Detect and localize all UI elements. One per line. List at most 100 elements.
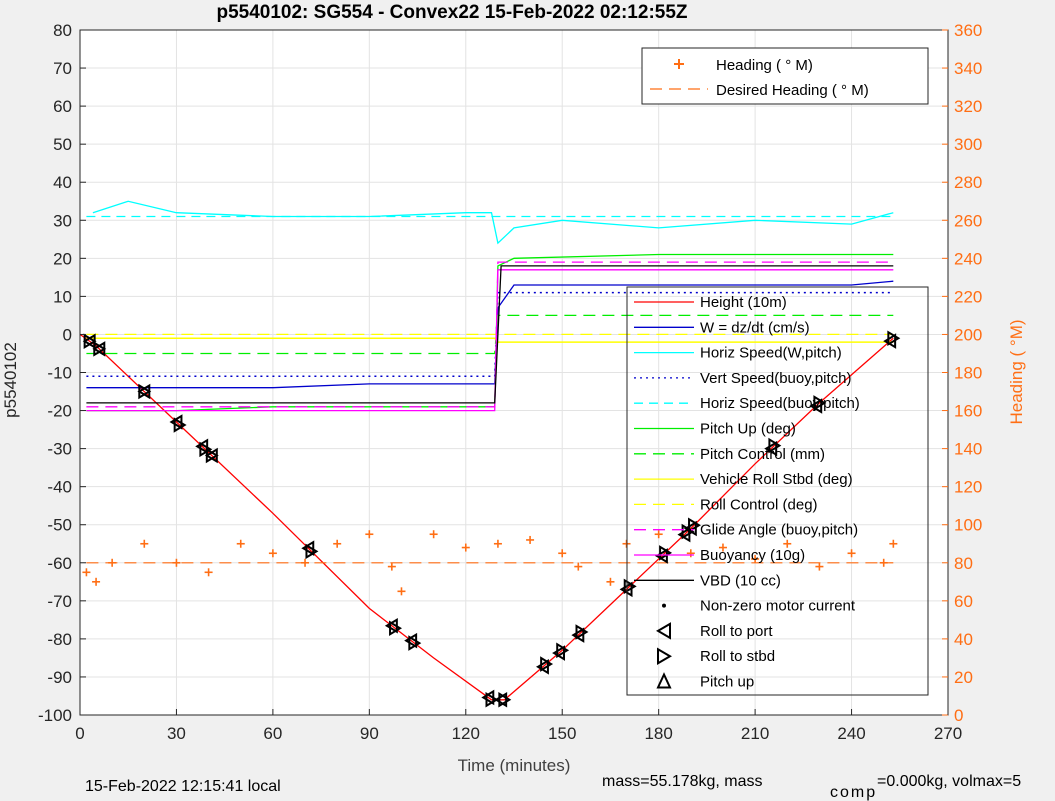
- right-tick-label: 220: [954, 287, 982, 306]
- roll-to-stbd-marker: [887, 330, 901, 347]
- left-tick-label: 60: [53, 97, 72, 116]
- legend-label-horiz-speed-buoy-pitch: Horiz Speed(buoy,pitch): [700, 395, 860, 412]
- right-tick-label: 160: [954, 402, 982, 421]
- legend-label-w-dz-dt-cm-s: W = dz/dt (cm/s): [700, 319, 810, 336]
- right-tick-label: 100: [954, 516, 982, 535]
- roll-to-stbd-marker: [556, 642, 570, 659]
- legend-sample-motor-current: [662, 603, 666, 608]
- x-tick-label: 180: [644, 724, 672, 743]
- right-tick-label: 0: [954, 706, 963, 725]
- legend-desired-heading-label: Desired Heading ( ° M): [716, 82, 869, 99]
- heading-point: [558, 549, 567, 558]
- legend-heading-label: Heading ( ° M): [716, 57, 813, 74]
- left-tick-label: 30: [53, 211, 72, 230]
- right-tick-label: 180: [954, 364, 982, 383]
- legend-heading: Heading ( ° M) Desired Heading ( ° M): [641, 47, 929, 105]
- legend-heading-sample: [674, 59, 684, 69]
- legend-sample-roll-to-stbd: [657, 647, 672, 665]
- legend-label-height-10m: Height (10m): [700, 294, 787, 311]
- legend-label-roll-to-stbd: Roll to stbd: [700, 648, 775, 665]
- roll-to-stbd-marker: [83, 333, 97, 350]
- left-tick-label: -70: [47, 592, 72, 611]
- left-tick-label: -60: [47, 554, 72, 573]
- heading-point: [574, 562, 583, 571]
- heading-point: [108, 558, 117, 567]
- right-tick-label: 200: [954, 325, 982, 344]
- legend-sample-roll-to-port: [656, 622, 671, 640]
- left-tick-label: 70: [53, 59, 72, 78]
- legend-label-vert-speed-buoy-pitch: Vert Speed(buoy,pitch): [700, 370, 851, 387]
- heading-point: [172, 558, 181, 567]
- series-horiz-speed-w-pitch: [92, 200, 894, 245]
- x-tick-label: 60: [263, 724, 282, 743]
- legend-main-box: [626, 286, 929, 696]
- right-tick-label: 20: [954, 668, 973, 687]
- roll-to-stbd-marker: [93, 341, 107, 357]
- heading-point: [268, 549, 277, 558]
- y-axis-label-left: p5540102: [1, 342, 20, 418]
- heading-point: [92, 577, 101, 586]
- left-tick-label: -40: [47, 478, 72, 497]
- legend-sample-pitch-up: [656, 672, 672, 689]
- x-tick-label: 0: [75, 724, 84, 743]
- right-tick-label: 360: [954, 21, 982, 40]
- footer-mass: mass=55.178kg, mass: [602, 773, 763, 790]
- footer-mass-comp: comp: [830, 784, 877, 801]
- left-tick-label: -100: [38, 706, 72, 725]
- legend-label-roll-control-deg: Roll Control (deg): [700, 496, 818, 513]
- legend-heading-box: [641, 47, 929, 105]
- legend-label-roll-to-port: Roll to port: [700, 623, 773, 640]
- roll-to-stbd-marker: [623, 578, 637, 595]
- right-tick-label: 140: [954, 440, 982, 459]
- left-tick-label: -50: [47, 516, 72, 535]
- right-tick-label: 320: [954, 97, 982, 116]
- heading-point: [301, 558, 310, 567]
- left-tick-label: 80: [53, 21, 72, 40]
- x-axis: 0 30 60 90 120 150 180 210 240 270: [75, 709, 962, 743]
- roll-to-stbd-marker: [389, 620, 402, 636]
- heading-point: [140, 539, 149, 548]
- left-tick-label: 10: [53, 287, 72, 306]
- heading-point: [889, 539, 898, 548]
- heading-point: [236, 539, 245, 548]
- roll-to-stbd-marker: [688, 517, 701, 534]
- chart-title: p5540102: SG554 - Convex22 15-Feb-2022 0…: [216, 2, 687, 23]
- heading-point: [397, 587, 406, 596]
- right-tick-label: 240: [954, 249, 982, 268]
- left-tick-label: -10: [47, 364, 72, 383]
- left-tick-label: 0: [63, 325, 72, 344]
- roll-to-stbd-marker: [205, 447, 219, 464]
- heading-point: [654, 530, 663, 539]
- x-tick-label: 120: [452, 724, 480, 743]
- x-tick-label: 210: [741, 724, 769, 743]
- legend-label-glide-angle-buoy-pitch: Glide Angle (buoy,pitch): [700, 522, 858, 539]
- right-tick-label: 300: [954, 135, 982, 154]
- roll-to-stbd-marker: [199, 441, 213, 458]
- footer-volmax: =0.000kg, volmax=5: [877, 773, 1021, 790]
- left-tick-label: 50: [53, 135, 72, 154]
- roll-to-stbd-marker: [305, 543, 319, 560]
- x-tick-label: 240: [837, 724, 865, 743]
- roll-to-stbd-marker: [138, 383, 152, 400]
- heading-point: [493, 539, 502, 548]
- series-vbd-10-cc: [86, 265, 894, 404]
- heading-point: [686, 549, 695, 558]
- x-tick-label: 270: [934, 724, 962, 743]
- legend-label-pitch-up: Pitch up: [700, 674, 754, 691]
- legend-main: Height (10m) W = dz/dt (cm/s) Horiz Speed(…: [626, 286, 929, 696]
- roll-to-stbd-marker: [485, 692, 499, 708]
- heading-point: [606, 577, 615, 586]
- roll-to-stbd-marker: [498, 692, 512, 708]
- right-tick-label: 40: [954, 630, 973, 649]
- heading-point: [815, 562, 824, 571]
- heading-point: [82, 568, 91, 577]
- y-axis-label-right: Heading ( °M): [1007, 319, 1026, 424]
- heading-point: [461, 543, 470, 552]
- footer-local-time: 15-Feb-2022 12:15:41 local: [85, 778, 281, 795]
- left-tick-label: -90: [47, 668, 72, 687]
- heading-point: [387, 562, 396, 571]
- x-tick-label: 90: [360, 724, 379, 743]
- x-tick-label: 150: [548, 724, 576, 743]
- right-tick-label: 120: [954, 478, 982, 497]
